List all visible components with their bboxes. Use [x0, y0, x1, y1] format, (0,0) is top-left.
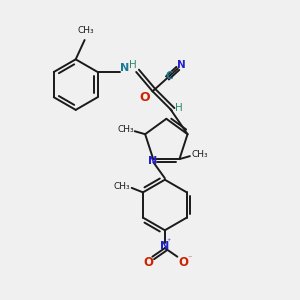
Text: N: N: [160, 241, 170, 251]
Text: N: N: [148, 156, 157, 166]
Text: N: N: [177, 60, 186, 70]
Text: ⁻: ⁻: [188, 253, 192, 262]
Text: O: O: [140, 91, 150, 104]
Text: H: H: [129, 60, 136, 70]
Text: N: N: [120, 63, 130, 74]
Text: H: H: [175, 103, 182, 112]
Text: CH₃: CH₃: [118, 125, 134, 134]
Text: O: O: [143, 256, 154, 268]
Text: CH₃: CH₃: [78, 26, 94, 35]
Text: ⁺: ⁺: [167, 237, 171, 246]
Text: CH₃: CH₃: [192, 150, 208, 159]
Text: C: C: [166, 70, 174, 80]
Text: O: O: [178, 256, 188, 268]
Text: CH₃: CH₃: [113, 182, 130, 191]
